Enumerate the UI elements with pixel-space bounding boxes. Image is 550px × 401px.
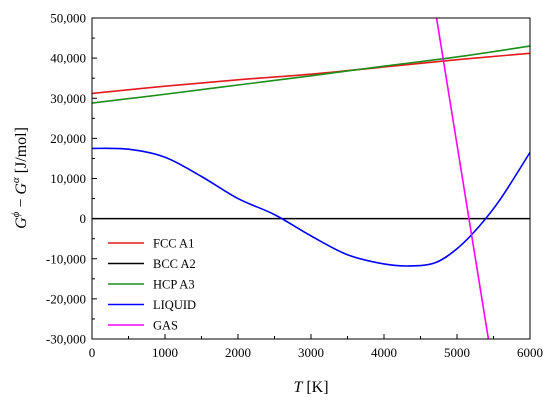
x-tick-label: 5000 bbox=[444, 345, 470, 360]
x-axis-title: T [K] bbox=[293, 379, 328, 396]
y-title-mid: − bbox=[13, 195, 30, 212]
y-tick-label: 30,000 bbox=[50, 91, 86, 106]
x-axis-title-unit: [K] bbox=[302, 379, 328, 396]
series-line-liquid bbox=[92, 147, 530, 267]
y-title-sup2: α bbox=[10, 177, 22, 183]
x-axis-title-var: T bbox=[293, 379, 303, 396]
series-line-gas bbox=[435, 18, 490, 339]
y-title-unit: [J/mol] bbox=[13, 127, 30, 177]
y-tick-label: -10,000 bbox=[46, 251, 86, 266]
legend: FCC A1 BCC A2 HCP A3 LIQUID GAS bbox=[108, 237, 196, 333]
ticks-layer: 0 1000 2000 3000 4000 5000 6000 -30,000 -20,000 -… bbox=[46, 11, 543, 361]
y-tick-label: -20,000 bbox=[46, 291, 86, 306]
legend-label-bcc-a2: BCC A2 bbox=[153, 257, 196, 271]
y-title-g1: G bbox=[13, 217, 30, 229]
y-axis-title: Gϕ − Gα [J/mol] bbox=[10, 127, 30, 229]
y-tick-label: 50,000 bbox=[50, 11, 86, 26]
y-title-g2: G bbox=[13, 183, 30, 195]
y-tick-label: 10,000 bbox=[50, 171, 86, 186]
legend-label-hcp-a3: HCP A3 bbox=[153, 278, 195, 292]
legend-label-liquid: LIQUID bbox=[153, 298, 196, 312]
series-line-fcc-a1 bbox=[92, 52, 530, 95]
x-tick-label: 3000 bbox=[298, 345, 324, 360]
x-tick-label: 4000 bbox=[371, 345, 397, 360]
y-tick-label: -30,000 bbox=[46, 332, 86, 347]
x-tick-label: 1000 bbox=[152, 345, 178, 360]
legend-label-fcc-a1: FCC A1 bbox=[153, 237, 194, 251]
x-tick-label: 6000 bbox=[517, 345, 543, 360]
x-tick-label: 0 bbox=[89, 345, 96, 360]
y-title-sup1: ϕ bbox=[10, 211, 22, 217]
series-layer bbox=[92, 18, 530, 339]
y-tick-label: 40,000 bbox=[50, 51, 86, 66]
series-line-hcp-a3 bbox=[92, 45, 530, 104]
y-tick-label: 20,000 bbox=[50, 131, 86, 146]
x-tick-label: 2000 bbox=[225, 345, 251, 360]
legend-label-gas: GAS bbox=[153, 319, 178, 333]
y-tick-label: 0 bbox=[80, 211, 87, 226]
